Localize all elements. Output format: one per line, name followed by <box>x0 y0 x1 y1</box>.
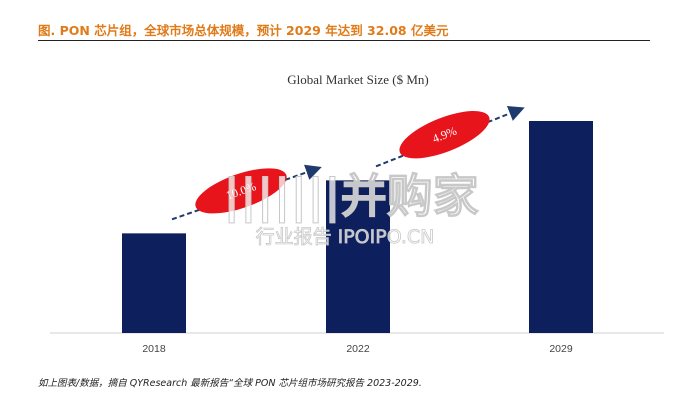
watermark-subtext: 行业报告 IPOIPO.CN <box>256 226 435 248</box>
bars-group <box>122 121 593 333</box>
growth-badge-ellipse <box>195 168 287 214</box>
bar-2018 <box>122 233 186 333</box>
watermark-logo-text: |||||||并购家 <box>223 169 479 224</box>
bar-2029 <box>529 121 593 333</box>
watermark: |||||||并购家 行业报告 IPOIPO.CN <box>223 169 480 249</box>
bar-2022 <box>326 180 390 333</box>
growth-badge-ellipse <box>399 110 490 159</box>
growth-arrow <box>375 105 525 168</box>
x-tick-labels: 2018 2022 2029 <box>142 343 573 355</box>
growth-arrows: 10.0% 4.9% <box>171 105 525 221</box>
chart-title: Global Market Size ($ Mn) <box>287 72 429 87</box>
x-tick-label: 2029 <box>549 343 573 355</box>
source-note: 如上图表/数据，摘自 QYResearch 最新报告“全球 PON 芯片组市场研… <box>38 378 422 389</box>
growth-badge: 10.0% <box>195 168 287 214</box>
x-tick-label: 2018 <box>142 343 166 355</box>
growth-badge: 4.9% <box>399 110 490 159</box>
x-tick-label: 2022 <box>346 343 370 355</box>
figure-title: 图. PON 芯片组，全球市场总体规模，预计 2029 年达到 32.08 亿美… <box>38 23 449 38</box>
growth-arrow <box>171 164 322 221</box>
title-divider <box>38 40 650 41</box>
